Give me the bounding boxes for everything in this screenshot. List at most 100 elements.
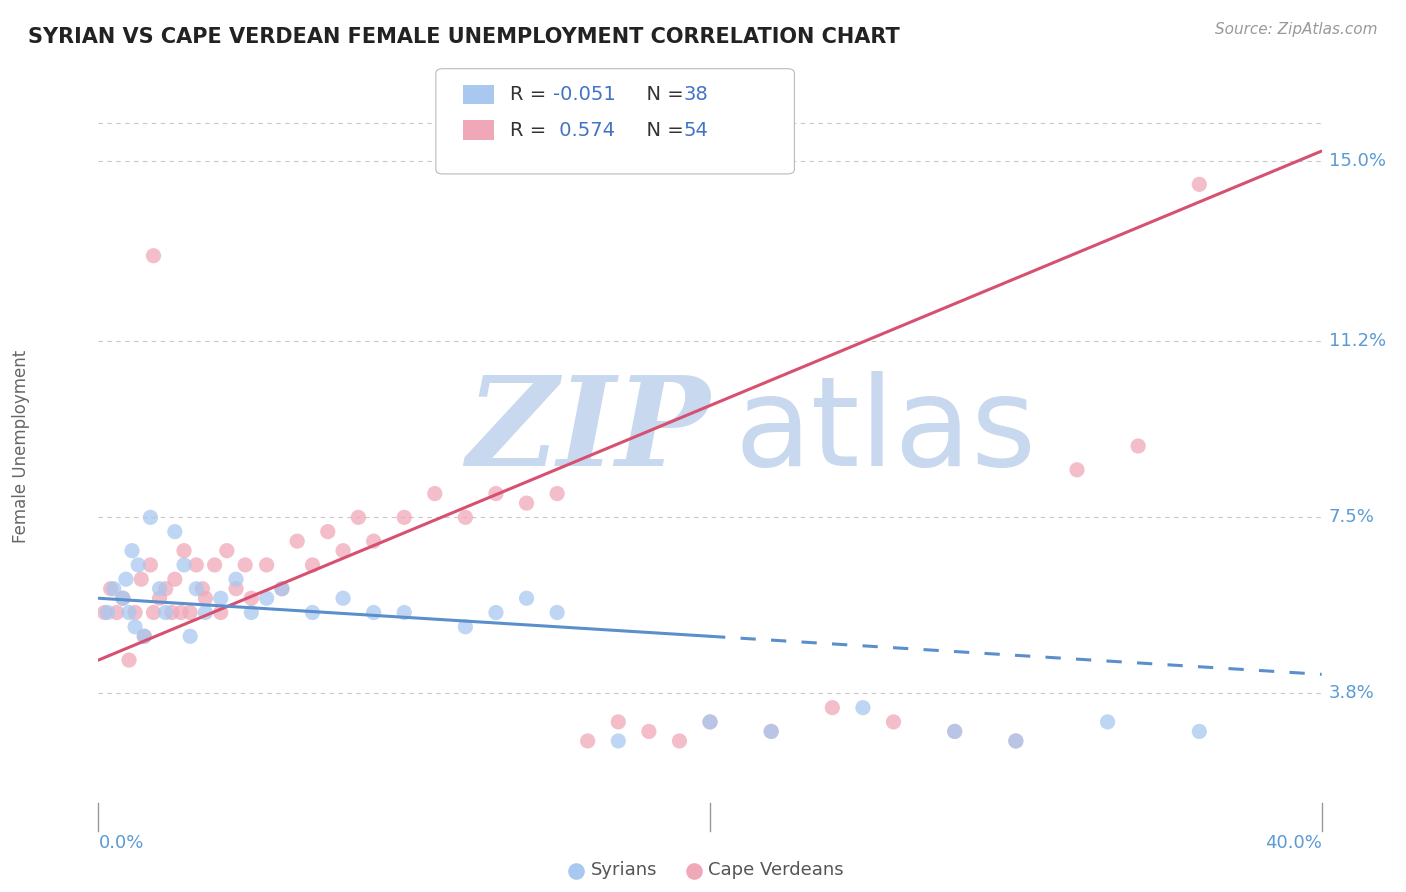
Point <box>699 714 721 729</box>
Point <box>118 606 141 620</box>
Point <box>118 653 141 667</box>
Point <box>105 606 128 620</box>
Point <box>761 724 783 739</box>
Legend: Syrians, Cape Verdeans: Syrians, Cape Verdeans <box>569 855 851 887</box>
Text: N =: N = <box>634 120 690 140</box>
Text: 54: 54 <box>683 120 709 140</box>
Point <box>821 700 844 714</box>
Point <box>134 629 156 643</box>
Text: 15.0%: 15.0% <box>1329 152 1386 169</box>
Point <box>485 486 508 500</box>
Point <box>363 534 385 549</box>
Text: 38: 38 <box>683 85 709 104</box>
Point <box>1128 439 1150 453</box>
Point <box>270 582 294 596</box>
Point <box>301 606 323 620</box>
Point <box>124 606 146 620</box>
Point <box>423 486 446 500</box>
Text: 7.5%: 7.5% <box>1329 508 1375 526</box>
Point <box>149 582 172 596</box>
Point <box>316 524 339 539</box>
Point <box>347 510 370 524</box>
Point <box>516 591 538 606</box>
Point <box>149 591 172 606</box>
Point <box>607 714 630 729</box>
Point <box>332 591 354 606</box>
Point <box>115 572 138 586</box>
Point <box>256 591 278 606</box>
Point <box>124 620 146 634</box>
Text: -0.051: -0.051 <box>553 85 616 104</box>
Point <box>392 510 416 524</box>
Point <box>194 591 217 606</box>
Point <box>111 591 134 606</box>
Text: 0.0%: 0.0% <box>98 834 143 852</box>
Point <box>240 606 263 620</box>
Point <box>142 249 165 263</box>
Point <box>204 558 226 572</box>
Text: Female Unemployment: Female Unemployment <box>13 350 30 542</box>
Point <box>173 558 195 572</box>
Point <box>225 572 247 586</box>
Point <box>1066 463 1088 477</box>
Point <box>179 606 201 620</box>
Point <box>852 700 875 714</box>
Point <box>1188 178 1211 192</box>
Point <box>699 714 721 729</box>
Point <box>1188 724 1211 739</box>
Text: 0.574: 0.574 <box>553 120 614 140</box>
Text: R =: R = <box>510 120 553 140</box>
Point <box>186 582 208 596</box>
Text: N =: N = <box>634 85 690 104</box>
Point <box>155 582 177 596</box>
Point <box>129 572 152 586</box>
Point <box>194 606 217 620</box>
Point <box>163 572 186 586</box>
Point <box>111 591 134 606</box>
Point <box>225 582 247 596</box>
Point <box>546 606 568 620</box>
Text: 11.2%: 11.2% <box>1329 333 1386 351</box>
Point <box>163 524 186 539</box>
Point <box>121 543 143 558</box>
Point <box>142 606 165 620</box>
Text: R =: R = <box>510 85 553 104</box>
Point <box>160 606 183 620</box>
Point <box>1004 734 1026 748</box>
Point <box>454 510 477 524</box>
Point <box>332 543 354 558</box>
Point <box>1004 734 1026 748</box>
Point <box>139 510 162 524</box>
Point <box>139 558 162 572</box>
Point <box>103 582 125 596</box>
Text: 3.8%: 3.8% <box>1329 684 1375 702</box>
Point <box>186 558 208 572</box>
Point <box>209 606 232 620</box>
Point <box>943 724 966 739</box>
Point <box>363 606 385 620</box>
Point <box>215 543 238 558</box>
Point <box>179 629 201 643</box>
Text: SYRIAN VS CAPE VERDEAN FEMALE UNEMPLOYMENT CORRELATION CHART: SYRIAN VS CAPE VERDEAN FEMALE UNEMPLOYME… <box>28 27 900 46</box>
Point <box>668 734 690 748</box>
Point <box>546 486 568 500</box>
Point <box>93 606 115 620</box>
Point <box>191 582 214 596</box>
Point <box>134 629 156 643</box>
Point <box>173 543 195 558</box>
Point <box>454 620 477 634</box>
Point <box>256 558 278 572</box>
Point <box>100 582 122 596</box>
Point <box>576 734 599 748</box>
Text: ZIP: ZIP <box>467 371 710 492</box>
Point <box>170 606 193 620</box>
Text: atlas: atlas <box>734 371 1036 492</box>
Point <box>285 534 308 549</box>
Point <box>761 724 783 739</box>
Point <box>883 714 905 729</box>
Point <box>516 496 538 510</box>
Point <box>209 591 232 606</box>
Point <box>155 606 177 620</box>
Point <box>270 582 294 596</box>
Text: Source: ZipAtlas.com: Source: ZipAtlas.com <box>1215 22 1378 37</box>
